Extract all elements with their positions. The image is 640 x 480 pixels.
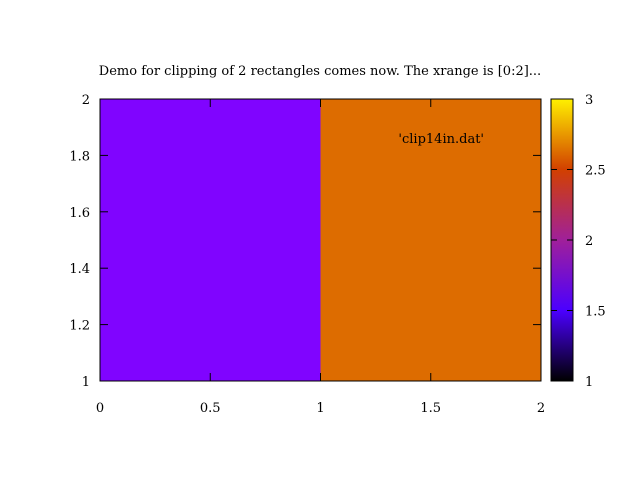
heatmap-cell-1 xyxy=(100,99,321,381)
colorbar-tick-label: 3 xyxy=(585,93,593,108)
x-tick-label: 0.5 xyxy=(200,401,221,416)
colorbar-ticks xyxy=(551,98,573,382)
y-tick-label: 2 xyxy=(82,93,90,108)
axis-ticks xyxy=(99,98,542,382)
x-axis-tick-labels: 0 0.5 1 1.5 2 xyxy=(96,401,545,416)
colorbar-tick-label: 2 xyxy=(585,234,593,249)
y-tick-label: 1.8 xyxy=(69,149,90,164)
y-tick-label: 1.4 xyxy=(69,262,90,277)
colorbar-tick-label: 1 xyxy=(585,375,593,390)
chart-title: Demo for clipping of 2 rectangles comes … xyxy=(99,64,541,79)
heatmap-cells xyxy=(100,99,541,381)
x-tick-label: 0 xyxy=(96,401,104,416)
legend-entry: 'clip14in.dat' xyxy=(398,132,484,147)
y-tick-label: 1 xyxy=(82,375,90,390)
heatmap-cell-2 xyxy=(320,99,541,381)
x-tick-label: 1.5 xyxy=(420,401,441,416)
x-tick-label: 2 xyxy=(537,401,545,416)
colorbar-tick-label: 2.5 xyxy=(585,164,606,179)
y-tick-label: 1.2 xyxy=(69,319,90,334)
colorbar-tick-label: 1.5 xyxy=(585,305,606,320)
y-axis-tick-labels: 1 1.2 1.4 1.6 1.8 2 xyxy=(69,93,90,390)
colorbar-tick-labels: 1 1.5 2 2.5 3 xyxy=(585,93,606,390)
y-tick-label: 1.6 xyxy=(69,206,90,221)
x-tick-label: 1 xyxy=(316,401,324,416)
